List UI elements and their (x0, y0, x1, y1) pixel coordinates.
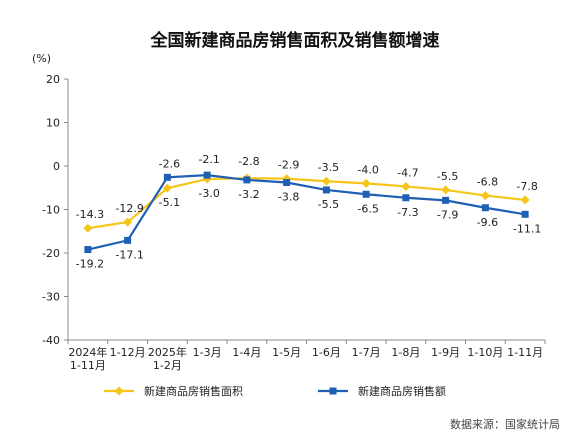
y-tick-label: 10 (46, 117, 60, 130)
x-tick-label: 1-5月 (272, 346, 301, 359)
data-label: -6.5 (357, 202, 378, 215)
data-point (520, 195, 530, 205)
data-point (362, 190, 370, 198)
legend-label: 新建商品房销售面积 (144, 384, 243, 398)
data-point (521, 210, 529, 218)
data-label: -5.1 (159, 196, 180, 209)
x-tick-label: 1-11月 (507, 346, 543, 359)
data-point (401, 181, 411, 191)
x-tick-label: 1-12月 (110, 346, 146, 359)
data-label: -2.1 (198, 153, 219, 166)
legend: 新建商品房销售面积 新建商品房销售额 (104, 384, 446, 398)
x-tick-label: 2024年 1-11月 (68, 345, 107, 372)
data-point (84, 246, 92, 254)
data-point (321, 176, 331, 186)
x-tick-label: 1-6月 (312, 346, 341, 359)
data-point (441, 185, 451, 195)
x-tick-label: 1-7月 (352, 346, 381, 359)
chart-title: 全国新建商品房销售面积及销售额增速 (150, 30, 440, 51)
data-label: -2.6 (159, 157, 180, 170)
data-point (124, 236, 132, 244)
data-label: -12.9 (115, 202, 143, 215)
data-label: -2.8 (238, 155, 259, 168)
y-tick-label: -40 (42, 334, 60, 347)
data-label: -17.1 (115, 248, 143, 261)
data-label: -11.1 (513, 222, 541, 235)
data-point (163, 173, 171, 181)
data-point (83, 223, 93, 233)
data-label: -7.9 (437, 208, 458, 221)
data-label: -3.2 (238, 188, 259, 201)
source-note: 数据来源：国家统计局 (450, 417, 560, 431)
y-unit-label: (%) (32, 52, 51, 65)
data-labels: -14.3 -19.2 -12.9 -17.1 -5.1 -2.6 -3.0 -2.1 -2.8… (76, 153, 542, 270)
data-point (480, 191, 490, 201)
x-tick-label: 1-4月 (232, 346, 261, 359)
legend-label: 新建商品房销售额 (358, 384, 446, 398)
data-label: -7.8 (516, 180, 537, 193)
data-point (162, 183, 172, 193)
data-label: -2.9 (278, 159, 299, 172)
data-label: -4.0 (357, 163, 378, 176)
data-label: -3.0 (198, 187, 219, 200)
series-layer (83, 171, 530, 254)
data-label: -7.3 (397, 206, 418, 219)
data-label: -4.7 (397, 166, 418, 179)
x-tick-label: 1-8月 (391, 346, 420, 359)
y-tick-label: -10 (42, 204, 60, 217)
legend-marker (114, 386, 124, 396)
data-point (283, 179, 291, 187)
data-label: -6.8 (477, 176, 498, 189)
y-tick-label: 20 (46, 73, 60, 86)
x-tick-label: 2025年 1-2月 (148, 345, 187, 372)
data-point (243, 176, 251, 184)
data-point (402, 194, 410, 202)
data-point (203, 171, 211, 179)
data-point (361, 178, 371, 188)
y-tick-label: -30 (42, 291, 60, 304)
x-tick-label: 1-3月 (193, 346, 222, 359)
data-label: -3.5 (318, 161, 339, 174)
data-label: -19.2 (76, 258, 104, 271)
series-line-1 (87, 177, 526, 230)
data-point (123, 217, 133, 227)
x-tick-label: 1-9月 (431, 346, 460, 359)
data-point (481, 204, 489, 212)
legend-marker (329, 387, 337, 395)
data-label: -5.5 (318, 198, 339, 211)
y-tick-label: 0 (53, 160, 60, 173)
data-label: -14.3 (76, 208, 104, 221)
series-line-2 (87, 174, 526, 251)
data-label: -3.8 (278, 191, 299, 204)
data-point (322, 186, 330, 194)
data-label: -5.5 (437, 170, 458, 183)
data-point (442, 196, 450, 204)
x-tick-label: 1-10月 (467, 346, 503, 359)
y-tick-label: -20 (42, 247, 60, 260)
data-label: -9.6 (477, 216, 498, 229)
